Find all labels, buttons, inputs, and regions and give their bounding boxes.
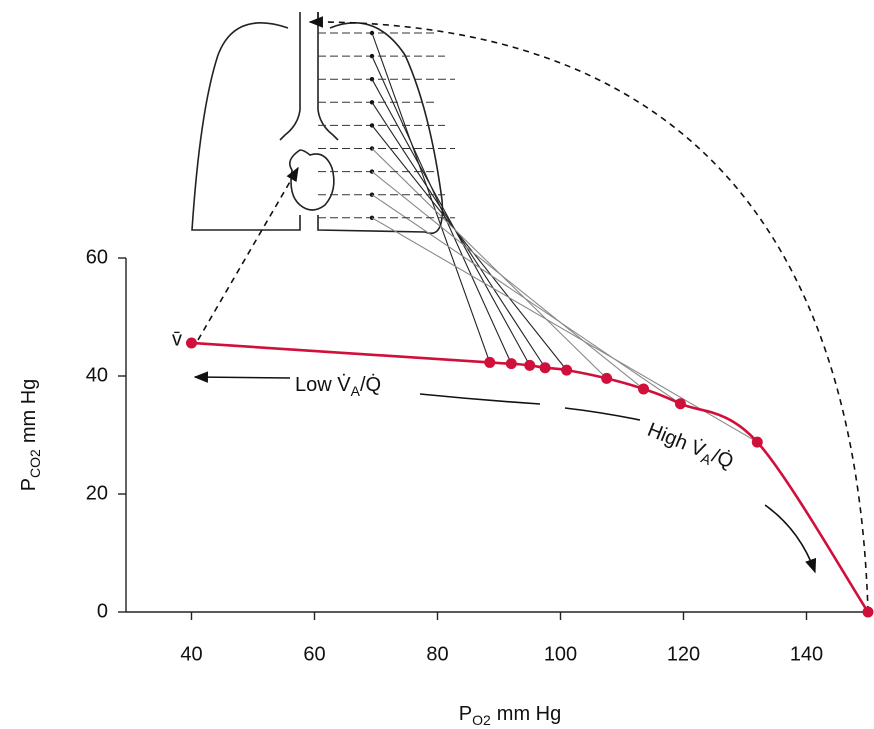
point <box>751 436 763 448</box>
high-arrow-lead <box>564 407 641 421</box>
point <box>484 356 496 368</box>
annotation: Low V̇A/Q̇ <box>295 374 381 398</box>
connector <box>371 194 681 405</box>
point <box>524 359 536 371</box>
connector <box>371 32 491 363</box>
x-tick-label: 120 <box>667 643 700 665</box>
curve <box>191 341 870 613</box>
low-arrow-tail <box>419 393 541 405</box>
point <box>539 362 551 374</box>
perfusion-arrow <box>197 166 299 341</box>
annotation-text: /Q̇ <box>708 445 736 473</box>
label-sub: O2 <box>472 712 491 728</box>
x-tick-label: 60 <box>303 643 325 665</box>
point <box>505 358 517 370</box>
label-main: P <box>18 478 40 491</box>
y-tick-label: 0 <box>97 600 108 622</box>
point <box>186 337 197 349</box>
label-main: P <box>459 703 472 725</box>
y-axis-label: PCO2 mm Hg <box>18 379 42 492</box>
point <box>601 372 613 384</box>
connector <box>371 217 758 443</box>
x-tick-label: 80 <box>426 643 448 665</box>
annotation-text: High V̇ <box>644 419 709 462</box>
connector <box>371 148 608 379</box>
annotation-sub: A <box>351 383 361 399</box>
x-tick-label: 100 <box>544 643 577 665</box>
connector <box>371 125 568 371</box>
lung-levels <box>318 30 758 443</box>
annotation: v̄ <box>172 328 182 350</box>
x-tick-label: 40 <box>180 643 202 665</box>
label-unit: mm Hg <box>18 379 40 443</box>
connector <box>371 171 644 390</box>
low-arrow <box>193 371 291 383</box>
annotation-text: /Q̇ <box>360 374 381 396</box>
high-arrow <box>764 504 817 574</box>
annotation-text: Low V̇ <box>295 374 351 396</box>
point <box>561 364 573 376</box>
y-tick-label: 40 <box>86 364 108 386</box>
x-axis-label: PO2 mm Hg <box>459 703 561 727</box>
point <box>862 606 874 618</box>
annotation: High V̇A/Q̇ <box>643 419 736 476</box>
point <box>674 398 686 410</box>
ventilation-arrow <box>308 16 869 613</box>
point <box>638 383 650 395</box>
label-sub: CO2 <box>27 449 43 478</box>
y-tick-label: 60 <box>86 246 108 268</box>
lung-diagram <box>191 12 444 235</box>
x-tick-label: 140 <box>790 643 823 665</box>
label-unit: mm Hg <box>497 703 561 725</box>
y-tick-label: 20 <box>86 482 108 504</box>
